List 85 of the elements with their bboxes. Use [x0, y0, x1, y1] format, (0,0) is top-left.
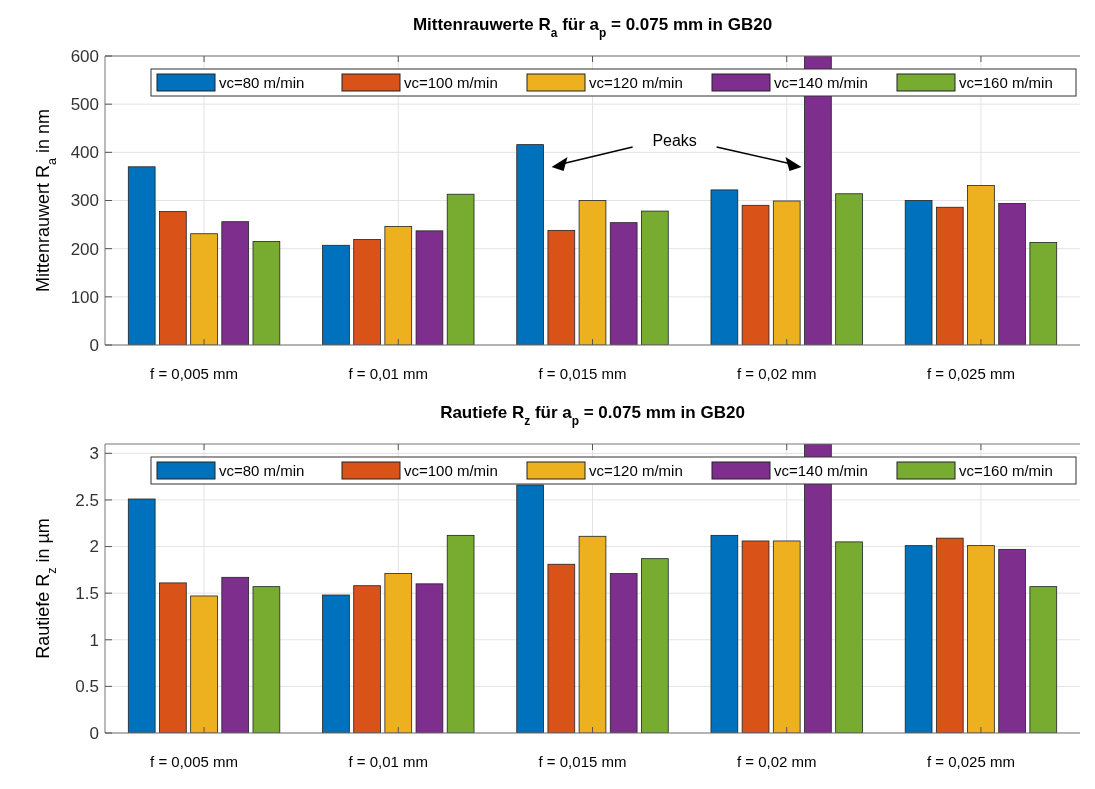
y-tick-label: 0 [89, 723, 99, 743]
y-tick-label: 2.5 [75, 490, 99, 510]
y-tick-label: 200 [70, 239, 99, 259]
bar [641, 210, 669, 345]
bar [641, 558, 669, 733]
bar [1029, 586, 1058, 733]
bar [384, 573, 413, 733]
y-tick-label: 1.5 [75, 584, 99, 604]
x-tick-label: f = 0,01 mm [348, 365, 429, 382]
bar [516, 484, 544, 733]
bar [322, 244, 350, 345]
bar [998, 202, 1026, 345]
bar [772, 200, 801, 345]
legend-label: vc=160 m/min [959, 462, 1053, 480]
bar [415, 583, 444, 733]
bar [904, 200, 933, 345]
bar [1029, 242, 1058, 345]
bar [221, 576, 250, 733]
bar [609, 573, 638, 733]
legend-label: vc=140 m/min [774, 462, 868, 480]
y-tick-label: 3 [89, 444, 99, 464]
legend-label: vc=80 m/min [219, 462, 305, 480]
bar [904, 545, 933, 733]
x-tick-label: f = 0,005 mm [150, 753, 239, 770]
bar [322, 594, 350, 733]
bar [159, 582, 187, 733]
bar [127, 498, 156, 733]
bar [741, 540, 770, 733]
bar [547, 229, 576, 345]
y-tick-label: 500 [70, 95, 99, 115]
legend-label: vc=120 m/min [589, 462, 683, 480]
bar [353, 585, 381, 733]
bar [190, 595, 218, 733]
bar [353, 239, 381, 345]
bar [415, 230, 444, 345]
bar [446, 193, 475, 345]
y-tick-label: 1 [89, 630, 99, 650]
legend-label: vc=80 m/min [219, 74, 305, 92]
legend-label: vc=160 m/min [959, 74, 1053, 92]
bar [710, 189, 739, 345]
legend-label: vc=120 m/min [589, 74, 683, 92]
annotation: Peaks [652, 132, 697, 149]
chart-title: Rautiefe R$_{z}$ für a$_{p}$ = 0.075 mm in GB20 [440, 403, 745, 428]
bar [190, 233, 218, 345]
bar [772, 540, 801, 733]
bar [221, 221, 250, 345]
legend-label: vc=100 m/min [404, 462, 498, 480]
y-tick-label: 100 [70, 287, 99, 307]
bar [935, 206, 964, 345]
y-tick-label: 600 [70, 46, 99, 66]
bar [384, 226, 413, 345]
bar [741, 204, 770, 345]
bar [578, 535, 607, 733]
bar [710, 534, 739, 733]
bar [967, 545, 995, 733]
bar [127, 166, 156, 345]
x-tick-label: f = 0,025 mm [926, 753, 1015, 770]
y-tick-label: 400 [70, 143, 99, 163]
y-tick-label: 2 [89, 537, 99, 557]
x-tick-label: f = 0,005 mm [150, 365, 239, 382]
bar [446, 534, 475, 733]
x-tick-label: f = 0,02 mm [736, 365, 817, 382]
y-tick-label: 0 [89, 335, 99, 355]
bar [159, 211, 187, 345]
y-tick-label: 0.5 [75, 677, 99, 697]
x-tick-label: f = 0,015 mm [538, 753, 627, 770]
bar [835, 193, 863, 345]
x-tick-label: f = 0,01 mm [348, 753, 429, 770]
x-tick-label: f = 0,025 mm [926, 365, 1015, 382]
bar [547, 563, 576, 733]
bar [578, 200, 607, 345]
legend-label: vc=100 m/min [404, 74, 498, 92]
bar [835, 541, 863, 733]
bar [609, 222, 638, 345]
bar [998, 548, 1026, 733]
bar [516, 144, 544, 345]
bar [252, 241, 281, 345]
legend-label: vc=140 m/min [774, 74, 868, 92]
bar [967, 185, 995, 345]
y-tick-label: 300 [70, 191, 99, 211]
chart-title: Mittenrauwerte R$_{a}$ für a$_{p}$ = 0.075 mm in GB20 [412, 15, 773, 40]
x-tick-label: f = 0,02 mm [736, 753, 817, 770]
x-tick-label: f = 0,015 mm [538, 365, 627, 382]
bar [252, 586, 281, 733]
bar [935, 537, 964, 733]
